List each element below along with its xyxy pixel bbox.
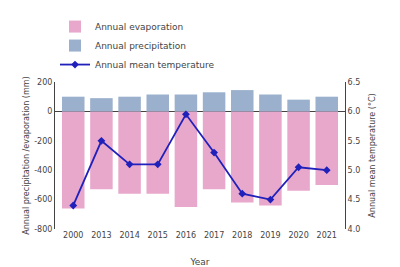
svg-text:2020: 2020 — [288, 231, 308, 240]
svg-text:2018: 2018 — [232, 231, 252, 240]
svg-text:Annual mean temperature: Annual mean temperature — [95, 60, 215, 70]
svg-text:2014: 2014 — [119, 231, 139, 240]
svg-text:5.5: 5.5 — [348, 137, 361, 146]
svg-text:2021: 2021 — [317, 231, 337, 240]
svg-text:-800: -800 — [34, 225, 52, 234]
svg-text:4.5: 4.5 — [348, 195, 361, 204]
svg-text:2000: 2000 — [63, 231, 83, 240]
svg-text:200: 200 — [37, 78, 52, 87]
svg-text:-400: -400 — [34, 166, 52, 175]
svg-text:6.0: 6.0 — [348, 107, 361, 116]
svg-text:2013: 2013 — [91, 231, 111, 240]
svg-text:4.0: 4.0 — [348, 225, 361, 234]
svg-text:Annual evaporation: Annual evaporation — [95, 22, 183, 32]
svg-text:6.5: 6.5 — [348, 78, 361, 87]
svg-text:0: 0 — [47, 107, 52, 116]
svg-text:Year: Year — [189, 257, 209, 267]
svg-text:Annual mean temperature (°C): Annual mean temperature (°C) — [368, 93, 377, 217]
svg-text:2015: 2015 — [148, 231, 168, 240]
svg-text:-200: -200 — [34, 137, 52, 146]
svg-text:Annual precipitation /evaporat: Annual precipitation /evaporation (mm) — [22, 76, 31, 234]
svg-text:2016: 2016 — [176, 231, 196, 240]
svg-text:2017: 2017 — [204, 231, 224, 240]
svg-text:Annual precipitation: Annual precipitation — [95, 41, 186, 51]
svg-text:2019: 2019 — [260, 231, 280, 240]
svg-text:5.0: 5.0 — [348, 166, 361, 175]
svg-text:-600: -600 — [34, 195, 52, 204]
